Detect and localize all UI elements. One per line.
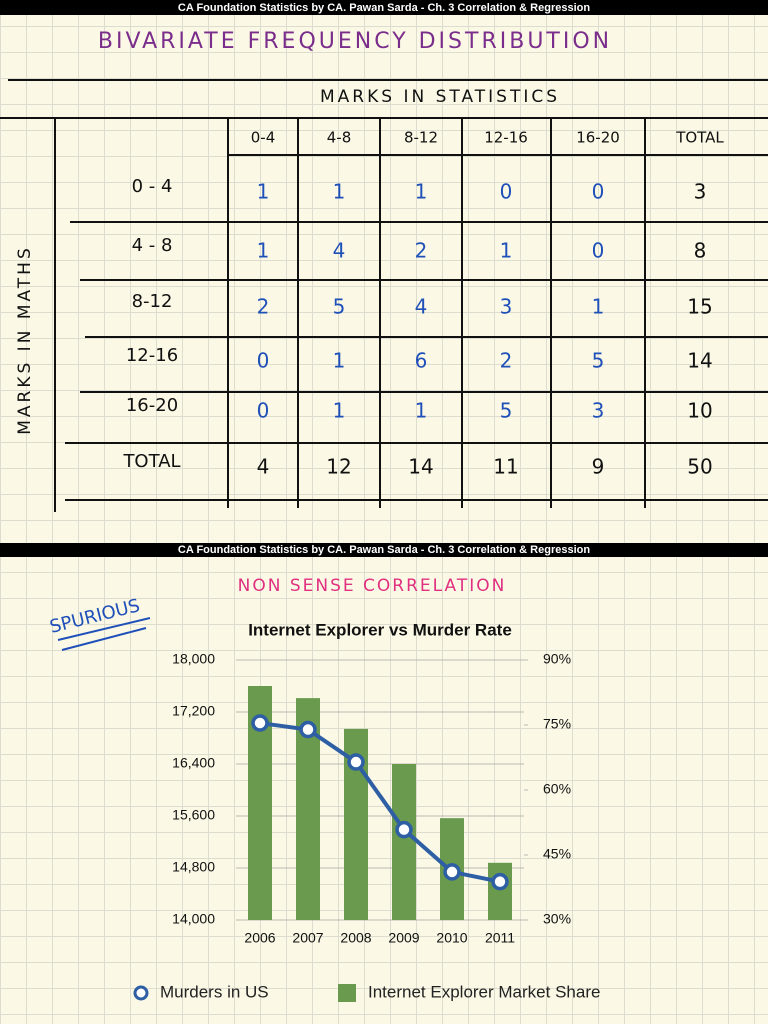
x-tick-label: 2009 bbox=[388, 930, 419, 946]
column-header: 12-16 bbox=[484, 129, 528, 147]
table-cell: 14 bbox=[687, 349, 712, 373]
column-header: 8-12 bbox=[404, 129, 438, 147]
table-cell: 1 bbox=[257, 239, 270, 263]
bar bbox=[392, 764, 416, 920]
x-tick-label: 2008 bbox=[340, 930, 371, 946]
y-tick-label: 14,800 bbox=[172, 859, 215, 875]
table-cell: 1 bbox=[500, 239, 513, 263]
line-point bbox=[347, 753, 365, 771]
y-tick-label: 16,400 bbox=[172, 755, 215, 771]
banner: CA Foundation Statistics by CA. Pawan Sa… bbox=[178, 2, 590, 14]
table-cell: 10 bbox=[687, 399, 712, 423]
y-tick-label: 18,000 bbox=[172, 651, 215, 667]
table-cell: 2 bbox=[500, 349, 513, 373]
row-header: 0 - 4 bbox=[132, 176, 173, 197]
y2-tick-label: 45% bbox=[543, 846, 571, 862]
column-header: 4-8 bbox=[327, 129, 352, 147]
column-header: TOTAL bbox=[675, 129, 724, 147]
table-cell: 3 bbox=[592, 399, 605, 423]
x-tick-label: 2011 bbox=[485, 930, 515, 946]
table-cell: 0 bbox=[257, 349, 270, 373]
column-header: 0-4 bbox=[251, 129, 276, 147]
line-point bbox=[251, 714, 269, 732]
banner-bar bbox=[0, 0, 768, 15]
row-header: 4 - 8 bbox=[132, 235, 173, 256]
table-cell: 8 bbox=[694, 239, 707, 263]
x-tick-label: 2010 bbox=[436, 930, 467, 946]
y-tick-label: 17,200 bbox=[172, 703, 215, 719]
row-header: 12-16 bbox=[126, 345, 178, 366]
banner: CA Foundation Statistics by CA. Pawan Sa… bbox=[178, 544, 590, 556]
y2-tick-label: 75% bbox=[543, 716, 571, 732]
table-cell: 4 bbox=[333, 239, 346, 263]
x-tick-label: 2006 bbox=[244, 930, 275, 946]
table-cell: 5 bbox=[500, 399, 513, 423]
table-cell: 0 bbox=[592, 239, 605, 263]
table-cell: 11 bbox=[493, 455, 518, 479]
table-cell: 0 bbox=[257, 399, 270, 423]
y-tick-label: 15,600 bbox=[172, 807, 215, 823]
table-cell: 3 bbox=[694, 180, 707, 204]
bar bbox=[488, 862, 512, 920]
table-cell: 15 bbox=[687, 295, 712, 319]
column-header: 16-20 bbox=[576, 129, 620, 147]
chart-title: Internet Explorer vs Murder Rate bbox=[248, 620, 512, 639]
y2-tick-label: 30% bbox=[543, 911, 571, 927]
table-cell: 1 bbox=[333, 399, 346, 423]
legend-label: Internet Explorer Market Share bbox=[368, 982, 600, 1001]
table-cell: 1 bbox=[592, 295, 605, 319]
line-point bbox=[395, 820, 413, 839]
row-header: 16-20 bbox=[126, 395, 178, 416]
row-axis-label: MARKS IN MATHS bbox=[15, 245, 35, 435]
table-cell: 0 bbox=[500, 180, 513, 204]
table-cell: 1 bbox=[333, 180, 346, 204]
line-point bbox=[491, 872, 509, 891]
y2-tick-label: 60% bbox=[543, 781, 571, 797]
table-cell: 5 bbox=[592, 349, 605, 373]
table-cell: 6 bbox=[415, 349, 428, 373]
table-cell: 14 bbox=[408, 455, 433, 479]
table-cell: 50 bbox=[687, 455, 712, 479]
table-cell: 1 bbox=[257, 180, 270, 204]
row-header: TOTAL bbox=[122, 451, 180, 472]
table-cell: 2 bbox=[257, 295, 270, 319]
slide-heading: NON SENSE CORRELATION bbox=[238, 576, 507, 596]
row-header: 8-12 bbox=[132, 291, 173, 312]
line-point bbox=[299, 720, 317, 739]
table-cell: 4 bbox=[415, 295, 428, 319]
col-axis-label: MARKS IN STATISTICS bbox=[320, 87, 560, 107]
table-cell: 2 bbox=[415, 239, 428, 263]
table-cell: 5 bbox=[333, 295, 346, 319]
table-cell: 1 bbox=[415, 399, 428, 423]
table-lines bbox=[0, 79, 768, 512]
table-cell: 12 bbox=[326, 455, 351, 479]
table-cell: 0 bbox=[592, 180, 605, 204]
table-cell: 4 bbox=[257, 455, 270, 479]
underline bbox=[57, 617, 151, 651]
x-tick-label: 2007 bbox=[292, 930, 323, 946]
legend-swatch bbox=[133, 985, 149, 1001]
line-point bbox=[443, 863, 461, 881]
table-cell: 1 bbox=[333, 349, 346, 373]
y-tick-label: 14,000 bbox=[172, 911, 215, 927]
y2-tick-label: 90% bbox=[543, 651, 571, 667]
slide-title: BIVARIATE FREQUENCY DISTRIBUTION bbox=[98, 29, 612, 54]
banner-bar bbox=[0, 543, 768, 557]
table-cell: 9 bbox=[592, 455, 605, 479]
table-cell: 1 bbox=[415, 180, 428, 204]
table-cell: 3 bbox=[500, 295, 513, 319]
legend-label: Murders in US bbox=[160, 982, 269, 1001]
legend-swatch bbox=[338, 984, 356, 1002]
